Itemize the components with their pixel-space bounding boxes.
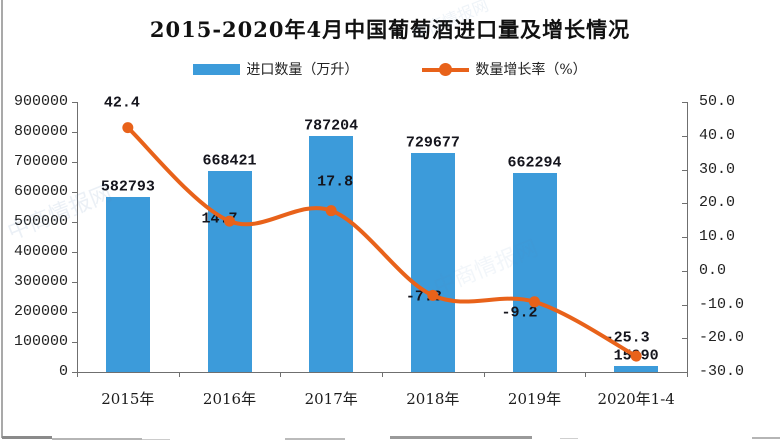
y-axis-right-line	[687, 102, 688, 372]
y-axis-left-tick	[72, 312, 77, 313]
y-axis-left-tick	[72, 342, 77, 343]
legend-line-label: 数量增长率（%）	[475, 62, 587, 78]
y-axis-right-tick	[682, 304, 687, 306]
y-axis-right-tick	[682, 270, 687, 272]
x-axis-category-label: 2018年	[406, 390, 460, 408]
y-axis-right-tick-label: 0.0	[699, 261, 727, 279]
edge-line-segment	[752, 437, 780, 439]
y-axis-right-tick-label: 20.0	[699, 194, 736, 212]
y-axis-left-tick	[72, 102, 77, 103]
x-axis-tick	[687, 372, 688, 377]
y-axis-right-tick	[682, 237, 687, 238]
bar-value-label: 729677	[405, 134, 460, 152]
x-axis-tick	[585, 372, 587, 377]
y-axis-left-tick-label: 800000	[13, 123, 68, 140]
y-axis-right-tick-label: 30.0	[699, 160, 736, 178]
y-axis-right-tick	[682, 372, 687, 373]
y-axis-right-tick	[682, 135, 687, 137]
line-point-marker	[529, 296, 540, 308]
x-axis-category-label: 2020年1-4	[597, 390, 675, 408]
bar-2016年	[207, 171, 252, 372]
line-value-label: -9.2	[501, 304, 538, 322]
y-axis-left-tick-label: 200000	[13, 303, 68, 320]
y-axis-right-tick	[682, 338, 687, 340]
y-axis-right-tick	[682, 102, 687, 103]
growth-rate-line	[125, 125, 639, 359]
line-point-marker	[122, 122, 134, 134]
line-value-label: 17.8	[317, 173, 354, 191]
bar-value-label: 787204	[304, 117, 359, 135]
line-series-swatch-icon	[422, 62, 470, 76]
y-axis-right-tick-label: -20.0	[699, 329, 745, 347]
y-axis-left-tick	[72, 282, 77, 283]
y-axis-left-tick	[72, 222, 77, 223]
x-axis-tick	[382, 372, 383, 377]
line-point-marker	[630, 350, 642, 362]
edge-line-segment	[2, 436, 52, 439]
legend-bar-label: 进口数量（万升）	[246, 62, 359, 78]
y-axis-left-tick	[72, 372, 77, 373]
line-point-marker	[427, 289, 439, 301]
y-axis-right-tick-label: -30.0	[699, 363, 745, 380]
x-axis-tick	[483, 372, 485, 377]
legend-item-import-volume: 进口数量（万升）	[193, 59, 358, 79]
bar-2020年1-4	[614, 366, 659, 372]
bar-2019年	[512, 173, 557, 372]
edge-line-segment	[285, 438, 345, 440]
chart-legend: 进口数量（万升） 数量增长率（%）	[0, 58, 780, 80]
chart-title: 2015-2020年4月中国葡萄酒进口量及增长情况	[149, 17, 631, 42]
edge-line-segment	[52, 438, 142, 440]
bar-value-label: 662294	[507, 154, 562, 172]
y-axis-left-tick-label: 600000	[13, 183, 68, 200]
x-axis-category-label: 2017年	[304, 390, 358, 408]
y-axis-left-tick-label: 100000	[13, 333, 68, 350]
y-axis-right-tick	[682, 169, 687, 171]
bar-2017年	[309, 135, 354, 372]
y-axis-right-tick-label: -10.0	[699, 295, 745, 313]
y-axis-right-tick-label: 50.0	[699, 93, 736, 110]
legend-item-growth-rate: 数量增长率（%）	[422, 59, 587, 79]
y-axis-left-tick-label: 400000	[13, 243, 68, 260]
y-axis-left-tick	[72, 192, 77, 193]
y-axis-left-tick	[72, 132, 77, 133]
y-axis-right-tick	[682, 203, 687, 205]
edge-line-segment	[142, 439, 170, 440]
line-point-marker	[224, 215, 235, 227]
y-axis-left-tick-label: 0	[58, 363, 68, 380]
x-axis-tick	[280, 372, 282, 377]
bar-2015年	[105, 197, 150, 372]
y-axis-right-tick-label: 10.0	[699, 228, 736, 245]
y-axis-left-tick-label: 900000	[13, 93, 68, 110]
y-axis-left-tick-label: 700000	[13, 153, 68, 170]
left-edge-line	[1, 0, 3, 438]
edge-line-segment	[390, 436, 532, 439]
bar-2018年	[410, 153, 455, 372]
bar-series-swatch-icon	[193, 63, 241, 75]
x-axis-category-label: 2016年	[202, 390, 257, 408]
x-axis-tick	[178, 372, 180, 377]
bar-value-label: 668421	[202, 152, 257, 170]
x-axis-tick	[77, 372, 78, 377]
x-axis-category-label: 2019年	[507, 390, 562, 408]
y-axis-left-tick	[72, 162, 77, 163]
y-axis-left-tick	[72, 252, 77, 253]
line-value-label: 42.4	[103, 94, 140, 112]
edge-line-segment	[560, 438, 578, 439]
bar-value-label: 582793	[100, 178, 155, 196]
line-point-marker	[325, 205, 337, 217]
x-axis-category-label: 2015年	[101, 390, 155, 408]
y-axis-left-tick-label: 300000	[13, 273, 68, 290]
y-axis-left-line	[77, 102, 78, 372]
y-axis-right-tick-label: 40.0	[699, 126, 736, 144]
y-axis-left-tick-label: 500000	[13, 213, 68, 230]
